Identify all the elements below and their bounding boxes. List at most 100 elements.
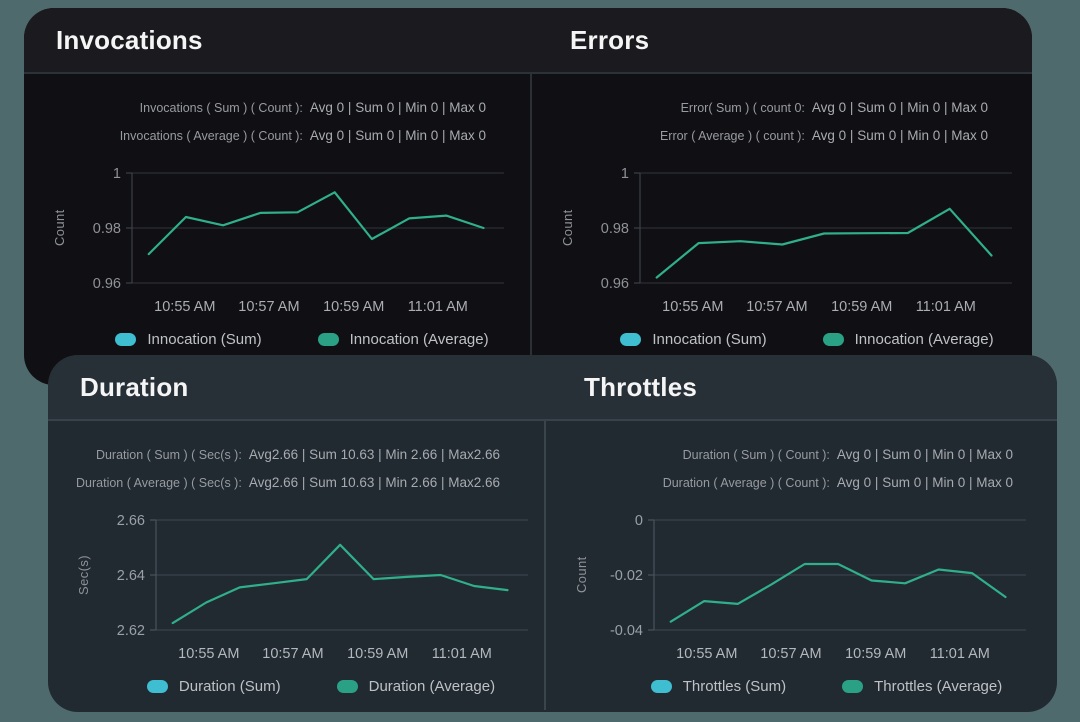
svg-text:11:01 AM: 11:01 AM [916,299,976,315]
stat-values: Avg2.66 | Sum 10.63 | Min 2.66 | Max2.66 [248,447,500,462]
svg-text:2.62: 2.62 [117,623,145,639]
stat-values: Avg 0 | Sum 0 | Min 0 | Max 0 [309,100,486,115]
svg-text:2.66: 2.66 [117,513,145,529]
stat-values: Avg 0 | Sum 0 | Min 0 | Max 0 [811,100,988,115]
svg-text:10:57 AM: 10:57 AM [262,646,323,662]
stats-line-average: Duration ( Average ) ( Count ): Avg 0 | S… [546,469,1013,497]
y-axis-title: Count [574,556,589,594]
errors-line-chart: 1 0.98 0.96 10:55 AM 10:57 AM 10:59 AM 11:01 A… [601,166,1012,315]
svg-text:11:01 AM: 11:01 AM [930,646,990,662]
card-bottom-header: Duration Throttles [48,355,1057,421]
stats-line-sum: Duration ( Sum ) ( Count ): Avg 0 | Sum 0… [546,441,1013,469]
legend-sum-label: Throttles (Sum) [682,678,787,695]
panel-title-throttles: Throttles [584,371,698,402]
svg-text:11:01 AM: 11:01 AM [408,299,468,315]
stats-line-sum: Duration ( Sum ) ( Sec(s ): Avg2.66 | Sum… [48,441,500,469]
legend-sum-dot-icon [115,333,137,346]
svg-text:2.64: 2.64 [117,568,145,584]
card-top-body: Invocations ( Sum ) ( Count ): Avg 0 | Su… [24,74,1032,383]
invocations-legend: Innocation (Sum) Innocation (Average) [24,331,530,348]
stat-values: Avg 0 | Sum 0 | Min 0 | Max 0 [836,447,1013,462]
legend-item-average[interactable]: Innocation (Average) [317,331,489,348]
errors-legend: Innocation (Sum) Innocation (Average) [532,331,1032,348]
stat-values: Avg 0 | Sum 0 | Min 0 | Max 0 [836,475,1013,490]
panel-title-errors: Errors [570,24,650,55]
vertical-divider [544,421,546,710]
legend-item-sum[interactable]: Innocation (Sum) [620,331,767,348]
invocations-plot: Count 1 0.98 0.96 10:55 AM 10:57 AM 10:59 AM 1… [24,160,530,318]
duration-line-chart: 2.66 2.64 2.62 10:55 AM 10:57 AM 10:59 AM 11:0… [117,513,528,662]
y-axis-title: Count [52,209,67,247]
svg-text:0.98: 0.98 [601,221,629,237]
legend-item-average[interactable]: Innocation (Average) [822,331,994,348]
svg-text:10:59 AM: 10:59 AM [323,299,384,315]
svg-text:10:55 AM: 10:55 AM [676,646,737,662]
invocations-stats: Invocations ( Sum ) ( Count ): Avg 0 | Su… [24,94,530,150]
stat-label: Duration ( Average ) ( Count ): [662,476,830,490]
card-invocations-errors: Invocations Errors Invocations ( Sum ) (… [24,8,1032,385]
legend-item-sum[interactable]: Throttles (Sum) [650,678,787,695]
svg-text:1: 1 [621,166,629,182]
legend-sum-dot-icon [146,680,168,693]
svg-text:11:01 AM: 11:01 AM [432,646,492,662]
legend-sum-dot-icon [650,680,672,693]
vertical-divider [530,74,532,383]
svg-text:10:55 AM: 10:55 AM [178,646,239,662]
stat-values: Avg 0 | Sum 0 | Min 0 | Max 0 [811,128,988,143]
panel-throttles: Duration ( Sum ) ( Count ): Avg 0 | Sum 0… [546,421,1057,710]
svg-text:0.98: 0.98 [93,221,121,237]
legend-item-average[interactable]: Throttles (Average) [842,678,1002,695]
legend-average-dot-icon [822,333,844,346]
panel-duration: Duration ( Sum ) ( Sec(s ): Avg2.66 | Sum… [48,421,544,710]
stat-label: Duration ( Sum ) ( Count ): [682,448,830,462]
stat-label: Duration ( Sum ) ( Sec(s ): [95,448,242,462]
legend-average-dot-icon [336,680,358,693]
card-top-header: Invocations Errors [24,8,1032,74]
legend-sum-label: Duration (Sum) [178,678,281,695]
duration-stats: Duration ( Sum ) ( Sec(s ): Avg2.66 | Sum… [48,441,544,497]
panel-errors: Error( Sum ) ( count 0: Avg 0 | Sum 0 | M… [532,74,1032,383]
svg-text:-0.04: -0.04 [610,623,643,639]
duration-header: Duration [48,355,546,419]
legend-sum-label: Innocation (Sum) [147,331,262,348]
svg-text:10:57 AM: 10:57 AM [238,299,299,315]
stat-label: Error( Sum ) ( count 0: [680,101,805,115]
errors-header: Errors [532,8,1032,72]
svg-text:0.96: 0.96 [601,276,629,292]
legend-item-average[interactable]: Duration (Average) [336,678,495,695]
stat-values: Avg2.66 | Sum 10.63 | Min 2.66 | Max2.66 [248,475,500,490]
y-axis-title: Count [560,209,575,247]
panel-invocations: Invocations ( Sum ) ( Count ): Avg 0 | Su… [24,74,530,383]
svg-text:10:57 AM: 10:57 AM [746,299,807,315]
legend-item-sum[interactable]: Duration (Sum) [146,678,281,695]
svg-text:10:59 AM: 10:59 AM [347,646,408,662]
stat-label: Duration ( Average ) ( Sec(s ): [76,476,242,490]
svg-text:-0.02: -0.02 [610,568,643,584]
card-duration-throttles: Duration Throttles Duration ( Sum ) ( Se… [48,355,1057,712]
svg-text:0: 0 [635,513,643,529]
svg-text:10:55 AM: 10:55 AM [662,299,723,315]
svg-text:10:59 AM: 10:59 AM [831,299,892,315]
legend-average-label: Innocation (Average) [349,331,489,348]
legend-item-sum[interactable]: Innocation (Sum) [115,331,262,348]
invocations-header: Invocations [24,8,532,72]
panel-title-duration: Duration [80,371,189,402]
throttles-stats: Duration ( Sum ) ( Count ): Avg 0 | Sum 0… [546,441,1057,497]
svg-text:0.96: 0.96 [93,276,121,292]
stats-line-sum: Error( Sum ) ( count 0: Avg 0 | Sum 0 | M… [532,94,988,122]
panel-title-invocations: Invocations [56,24,203,55]
throttles-legend: Throttles (Sum) Throttles (Average) [546,678,1057,695]
legend-sum-dot-icon [620,333,642,346]
legend-sum-label: Innocation (Sum) [652,331,767,348]
stat-values: Avg 0 | Sum 0 | Min 0 | Max 0 [309,128,486,143]
svg-text:10:55 AM: 10:55 AM [154,299,215,315]
errors-stats: Error( Sum ) ( count 0: Avg 0 | Sum 0 | M… [532,94,1032,150]
invocations-line-chart: 1 0.98 0.96 10:55 AM 10:57 AM 10:59 AM 11:01 A… [93,166,504,315]
duration-legend: Duration (Sum) Duration (Average) [48,678,544,695]
throttles-line-chart: 0 -0.02 -0.04 10:55 AM 10:57 AM 10:59 AM 11:01… [610,513,1026,662]
card-bottom-body: Duration ( Sum ) ( Sec(s ): Avg2.66 | Sum… [48,421,1057,710]
stats-line-average: Duration ( Average ) ( Sec(s ): Avg2.66 |… [48,469,500,497]
errors-plot: Count 1 0.98 0.96 10:55 AM 10:57 AM 10:59 AM 1… [532,160,1032,318]
stats-line-average: Error ( Average ) ( count ): Avg 0 | Sum … [532,122,988,150]
